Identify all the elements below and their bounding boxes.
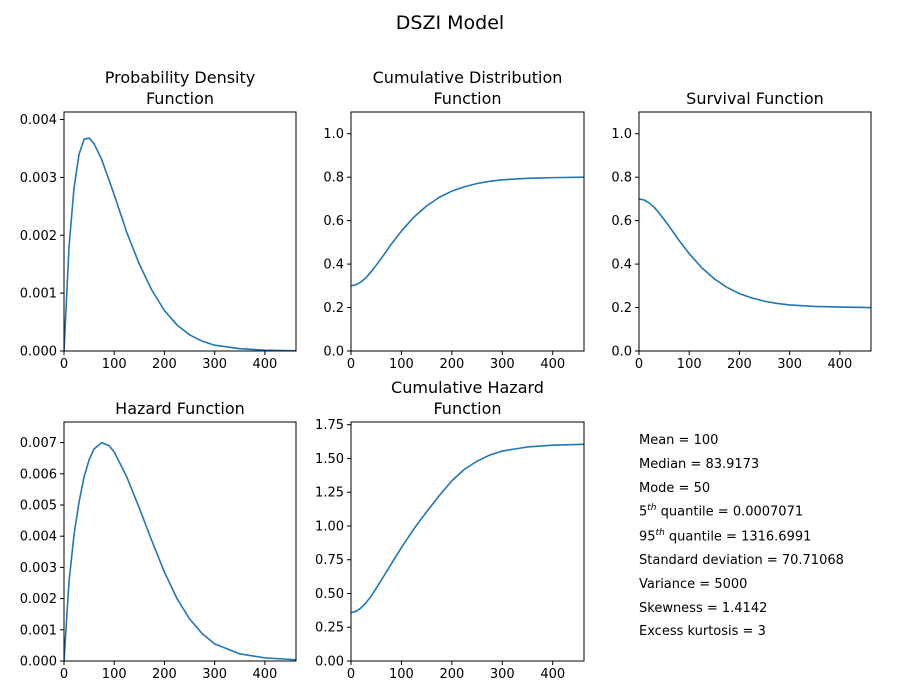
pdf-ytick-label: 0.000 xyxy=(20,345,57,360)
sf-ytick-label: 0.0 xyxy=(611,345,632,360)
stat-5th-quantile-value: quantile = 0.0007071 xyxy=(656,504,804,520)
hf-ytick-label: 0.000 xyxy=(20,655,57,670)
hf-frame xyxy=(63,421,297,662)
hf-title: Hazard Function xyxy=(115,399,245,418)
cdf-title: Cumulative Distribution Function xyxy=(373,68,563,108)
cdf-frame xyxy=(350,111,585,352)
cdf-ytick-label: 0.8 xyxy=(323,171,344,186)
pdf-title: Probability Density Function xyxy=(105,68,256,108)
figure-title: DSZI Model xyxy=(396,12,504,34)
hf-ytick-label: 0.004 xyxy=(20,530,57,545)
stat-median: Median = 83.9173 xyxy=(639,457,760,472)
chf-ytick-label: 0.25 xyxy=(315,621,344,636)
pdf-xtick-label: 100 xyxy=(102,357,127,372)
sf-xtick-label: 0 xyxy=(635,357,643,372)
hf-xtick-label: 100 xyxy=(102,667,127,682)
hf-xtick-label: 200 xyxy=(152,667,177,682)
chf-xtick-label: 100 xyxy=(389,667,414,682)
chf-curve xyxy=(351,443,584,614)
chf-xtick-label: 400 xyxy=(540,667,565,682)
hf-curve xyxy=(64,441,296,661)
hf-xtick-label: 300 xyxy=(202,667,227,682)
sf-title: Survival Function xyxy=(686,89,824,108)
hf-ytick-label: 0.001 xyxy=(20,623,57,638)
hf-xtick-label: 0 xyxy=(60,667,68,682)
cdf-xtick-label: 200 xyxy=(439,357,464,372)
sf-curve xyxy=(639,198,871,309)
pdf-xtick-label: 300 xyxy=(202,357,227,372)
chf-ytick-label: 0.75 xyxy=(315,553,344,568)
subplot-pdf: Probability Density Function 0 100 200 300 400… xyxy=(20,68,297,372)
stat-variance: Variance = 5000 xyxy=(639,577,748,592)
pdf-curve xyxy=(64,137,296,351)
stat-5th-quantile: 5th quantile = 0.0007071 xyxy=(639,503,803,519)
hf-ytick-label: 0.007 xyxy=(20,436,57,451)
stat-5th-quantile-sup: th xyxy=(647,503,657,513)
chf-ytick-label: 0.50 xyxy=(315,587,344,602)
chf-ytick-label: 1.50 xyxy=(315,452,344,467)
stat-mean: Mean = 100 xyxy=(639,433,719,448)
chf-xtick-label: 200 xyxy=(439,667,464,682)
sf-ytick-label: 0.4 xyxy=(611,258,632,273)
cdf-ytick-label: 0.6 xyxy=(323,214,344,229)
chf-ytick-label: 0.00 xyxy=(315,655,344,670)
stat-mode: Mode = 50 xyxy=(639,481,711,496)
pdf-ytick-label: 0.002 xyxy=(20,229,57,244)
hf-ytick-label: 0.003 xyxy=(20,561,57,576)
chf-ytick-label: 1.25 xyxy=(315,486,344,501)
stat-excess-kurtosis: Excess kurtosis = 3 xyxy=(639,624,766,639)
subplot-sf: Survival Function 0 100 200 300 400 0.0 0.2 0.4 0… xyxy=(611,89,872,372)
stat-95th-quantile-value: quantile = 1316.6991 xyxy=(664,529,812,545)
stat-95th-quantile: 95th quantile = 1316.6991 xyxy=(639,528,811,544)
cdf-xtick-label: 300 xyxy=(490,357,515,372)
chf-title: Cumulative Hazard Function xyxy=(391,378,544,418)
sf-ytick-label: 0.2 xyxy=(611,301,632,316)
hf-ytick-label: 0.006 xyxy=(20,467,57,482)
pdf-xtick-label: 200 xyxy=(152,357,177,372)
chf-xtick-label: 300 xyxy=(490,667,515,682)
cdf-curve xyxy=(351,176,584,287)
sf-xtick-label: 100 xyxy=(677,357,702,372)
hf-xtick-label: 400 xyxy=(252,667,277,682)
cdf-ytick-label: 1.0 xyxy=(323,127,344,142)
cdf-xtick-label: 0 xyxy=(347,357,355,372)
cdf-ytick-label: 0.4 xyxy=(323,258,344,273)
chf-ytick-label: 1.75 xyxy=(315,418,344,433)
cdf-ytick-label: 0.0 xyxy=(323,345,344,360)
hf-ytick-label: 0.005 xyxy=(20,498,57,513)
stat-5th-quantile-number: 5 xyxy=(639,504,648,520)
subplot-hf: Hazard Function 0 100 200 300 400 0.000 0.001 0.… xyxy=(20,399,297,682)
hf-ytick-label: 0.002 xyxy=(20,592,57,607)
sf-xtick-label: 300 xyxy=(777,357,802,372)
sf-ytick-label: 1.0 xyxy=(611,127,632,142)
cdf-xtick-label: 100 xyxy=(389,357,414,372)
sf-frame xyxy=(638,111,872,352)
pdf-ytick-label: 0.004 xyxy=(20,113,57,128)
stat-95th-quantile-number: 95 xyxy=(639,529,656,545)
pdf-xtick-label: 400 xyxy=(252,357,277,372)
stat-skewness: Skewness = 1.4142 xyxy=(639,601,768,616)
pdf-xtick-label: 0 xyxy=(60,357,68,372)
sf-xtick-label: 400 xyxy=(827,357,852,372)
cdf-xtick-label: 400 xyxy=(540,357,565,372)
chf-ytick-label: 1.00 xyxy=(315,519,344,534)
stat-95th-quantile-sup: th xyxy=(655,528,665,538)
sf-ytick-label: 0.6 xyxy=(611,214,632,229)
pdf-ytick-label: 0.003 xyxy=(20,171,57,186)
stat-standard-deviation: Standard deviation = 70.71068 xyxy=(639,553,844,568)
cdf-ytick-label: 0.2 xyxy=(323,301,344,316)
sf-xtick-label: 200 xyxy=(727,357,752,372)
chf-xtick-label: 0 xyxy=(347,667,355,682)
subplot-chf: Cumulative Hazard Function 0 100 200 300 400 0.… xyxy=(315,378,585,682)
chf-frame xyxy=(350,421,585,662)
subplot-cdf: Cumulative Distribution Function 0 100 200 30… xyxy=(323,68,585,372)
pdf-frame xyxy=(63,111,297,352)
pdf-ytick-label: 0.001 xyxy=(20,287,57,302)
sf-ytick-label: 0.8 xyxy=(611,171,632,186)
